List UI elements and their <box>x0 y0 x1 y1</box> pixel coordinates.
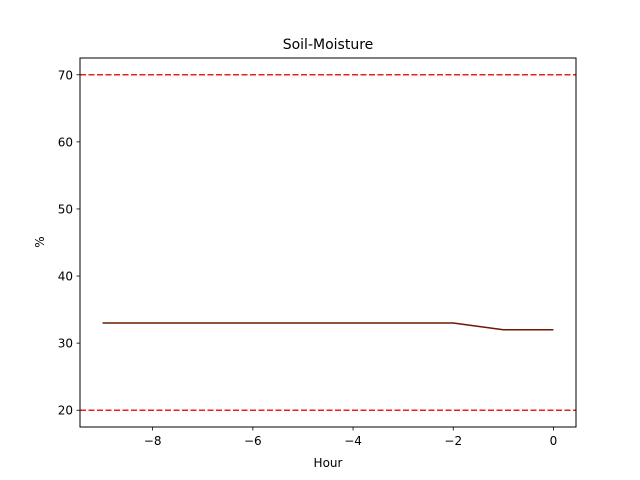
axes-frame <box>79 57 577 428</box>
y-tick-label: 30 <box>58 337 73 351</box>
y-tick-label: 70 <box>58 68 73 82</box>
x-tick-label: −2 <box>444 434 462 448</box>
x-axis: −8 −6 −4 −2 0 <box>144 427 557 448</box>
y-tick-label: 20 <box>58 404 73 418</box>
x-axis-label: Hour <box>314 456 343 470</box>
y-axis: 20 30 40 50 60 70 <box>58 68 80 418</box>
x-tick-label: −6 <box>244 434 262 448</box>
x-tick-label: 0 <box>550 434 558 448</box>
plot-area <box>80 74 576 411</box>
y-tick-label: 60 <box>58 135 73 149</box>
y-axis-label: % <box>33 236 47 247</box>
y-tick-label: 50 <box>58 202 73 216</box>
series-line <box>102 322 554 331</box>
x-tick-label: −4 <box>344 434 362 448</box>
chart-title: Soil-Moisture <box>283 37 374 53</box>
x-tick-label: −8 <box>144 434 162 448</box>
y-tick-label: 40 <box>58 270 73 284</box>
